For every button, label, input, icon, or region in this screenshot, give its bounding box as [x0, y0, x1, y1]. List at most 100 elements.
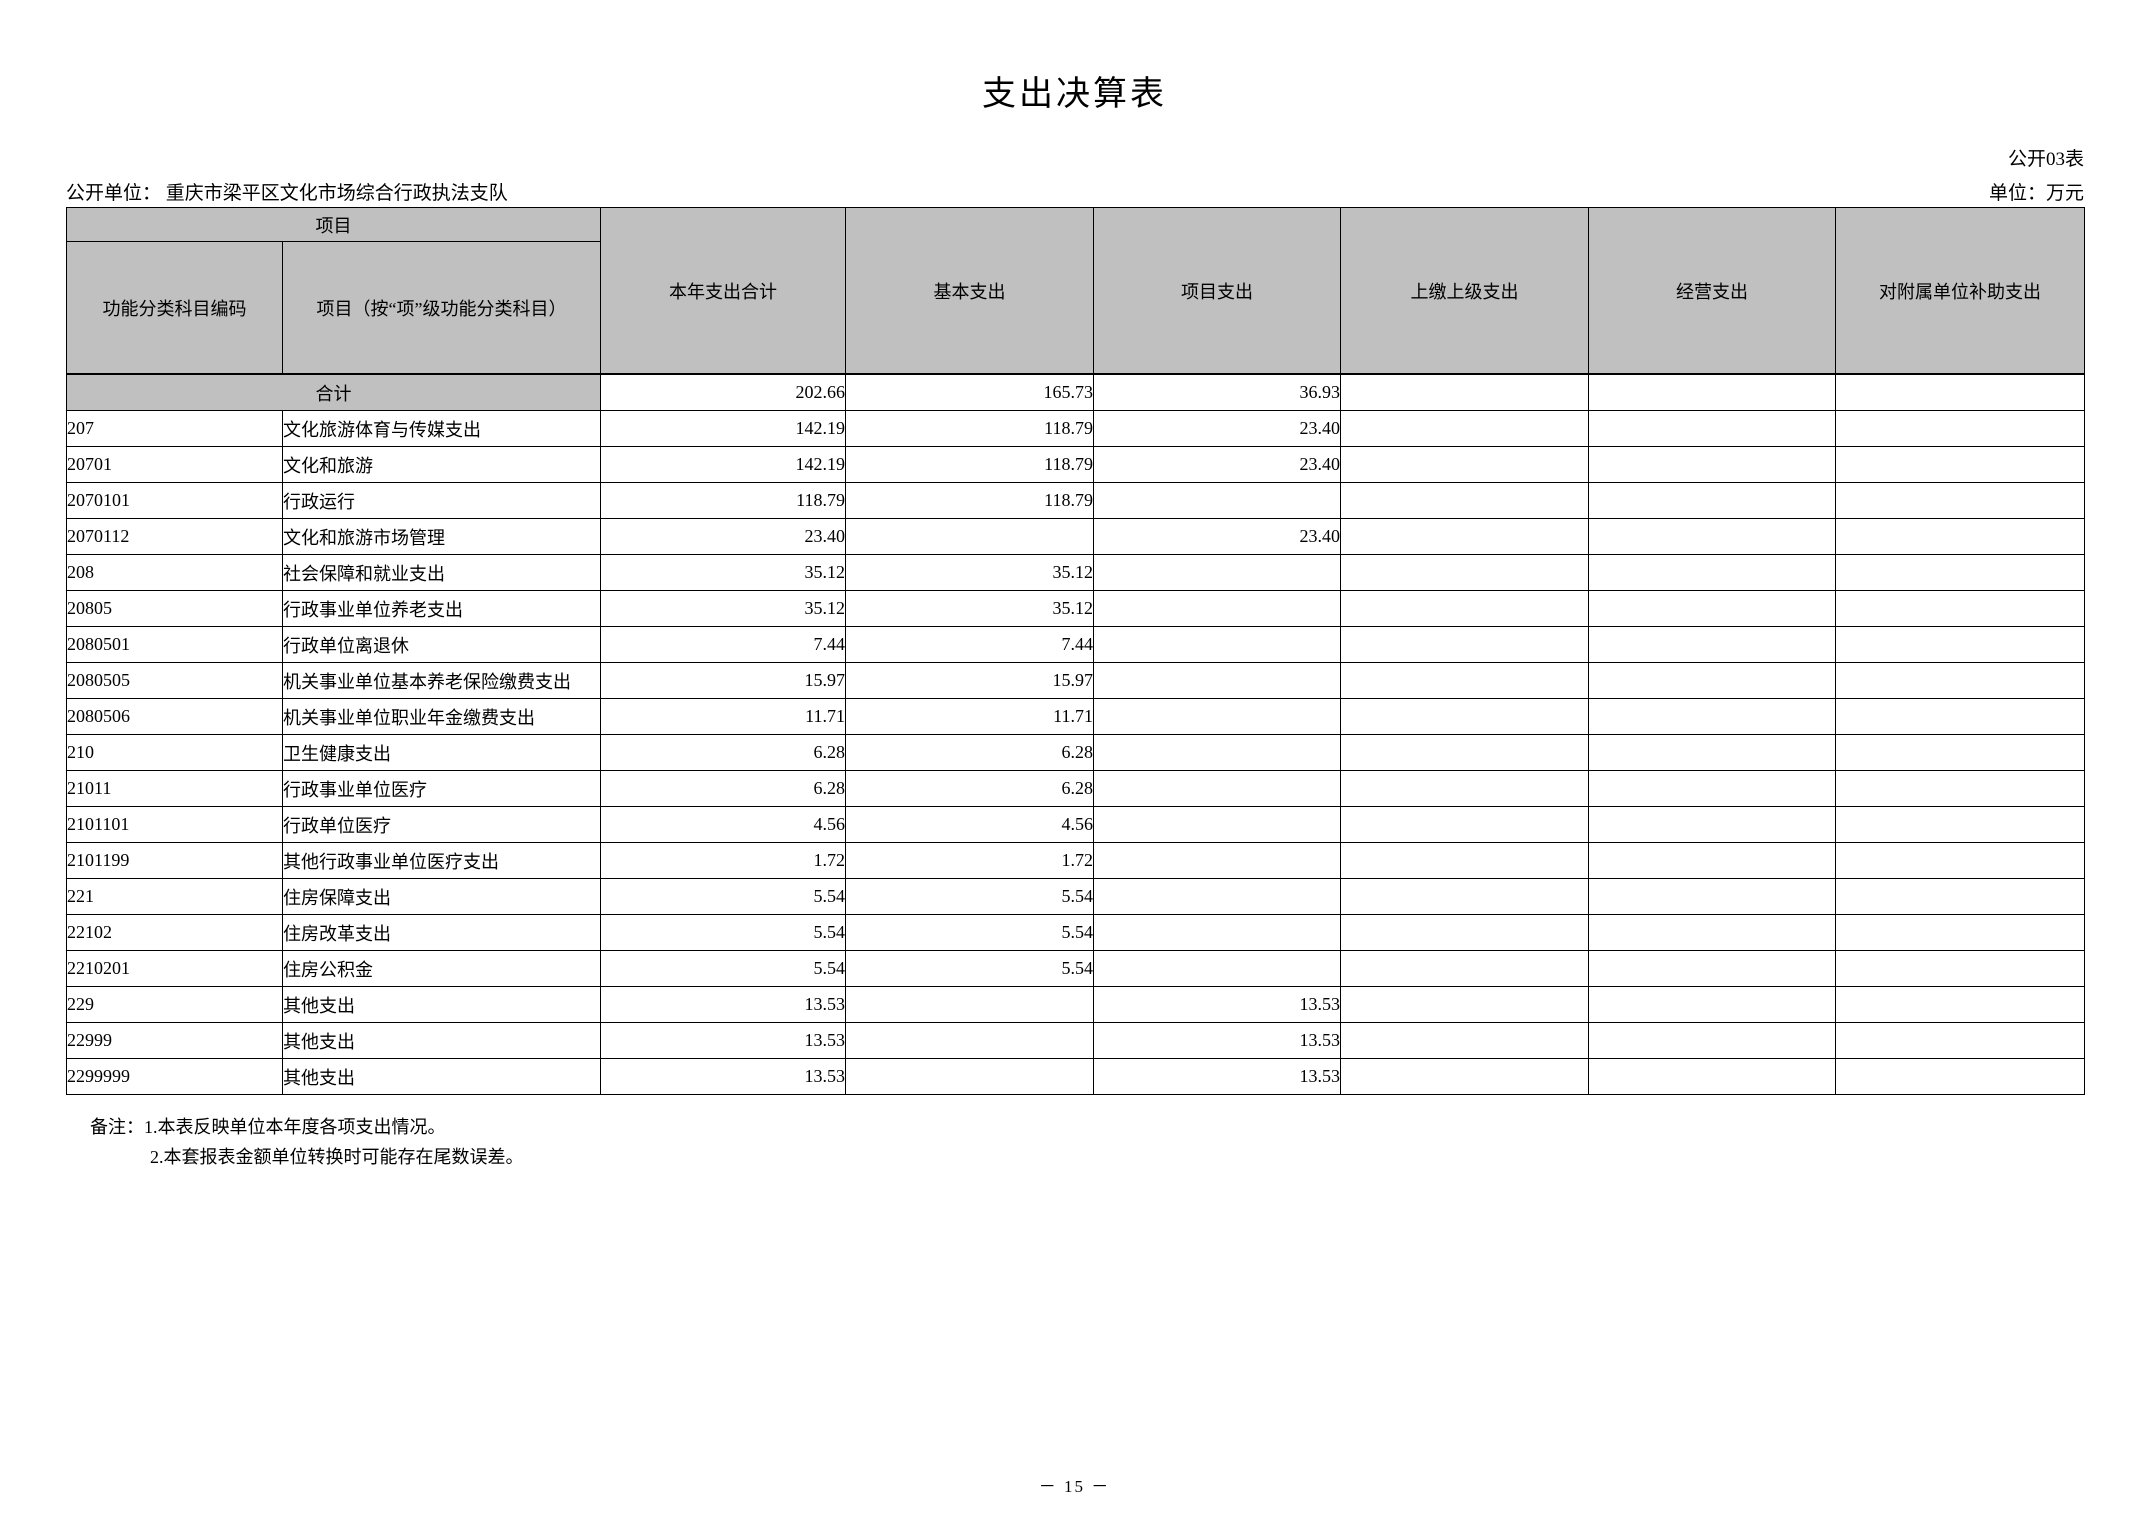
table-row: 2101101 行政单位医疗 4.56 4.56 — [66, 806, 2085, 843]
total-row-value-1: 165.73 — [845, 373, 1094, 411]
row-value-4 — [1588, 698, 1836, 735]
row-value-2 — [1093, 554, 1341, 591]
row-value-5 — [1835, 662, 2085, 699]
table-row: 22102 住房改革支出 5.54 5.54 — [66, 914, 2085, 951]
notes-block: 备注：1.本表反映单位本年度各项支出情况。 2.本套报表金额单位转换时可能存在尾… — [90, 1112, 524, 1172]
row-value-4 — [1588, 626, 1836, 663]
row-function-code: 2101101 — [66, 806, 283, 843]
row-value-4 — [1588, 554, 1836, 591]
row-value-4 — [1588, 914, 1836, 951]
row-project-name: 文化旅游体育与传媒支出 — [282, 410, 601, 447]
table-row: 207 文化旅游体育与传媒支出 142.19 118.79 23.40 — [66, 410, 2085, 447]
row-value-2 — [1093, 482, 1341, 519]
header-project-group: 项目 — [66, 207, 601, 242]
row-value-2: 23.40 — [1093, 518, 1341, 555]
row-value-4 — [1588, 410, 1836, 447]
header-total-expenditure: 本年支出合计 — [600, 207, 846, 375]
note-1: 备注：1.本表反映单位本年度各项支出情况。 — [90, 1117, 446, 1137]
row-value-2 — [1093, 950, 1341, 987]
row-value-3 — [1340, 590, 1589, 627]
row-value-0: 6.28 — [600, 770, 846, 807]
total-row-value-3 — [1340, 373, 1589, 411]
row-value-1: 11.71 — [845, 698, 1094, 735]
table-row: 2080501 行政单位离退休 7.44 7.44 — [66, 626, 2085, 663]
row-value-3 — [1340, 554, 1589, 591]
row-value-0: 35.12 — [600, 554, 846, 591]
row-value-3 — [1340, 986, 1589, 1023]
row-function-code: 20805 — [66, 590, 283, 627]
row-value-0: 5.54 — [600, 950, 846, 987]
row-value-1 — [845, 1058, 1094, 1095]
row-value-4 — [1588, 842, 1836, 879]
total-row-value-5 — [1835, 373, 2085, 411]
header-upper-level-expenditure: 上缴上级支出 — [1340, 207, 1589, 375]
row-value-2 — [1093, 626, 1341, 663]
row-value-5 — [1835, 1022, 2085, 1059]
row-value-5 — [1835, 518, 2085, 555]
row-value-3 — [1340, 1058, 1589, 1095]
row-value-5 — [1835, 914, 2085, 951]
row-value-2 — [1093, 806, 1341, 843]
table-row: 2101199 其他行政事业单位医疗支出 1.72 1.72 — [66, 842, 2085, 879]
row-function-code: 2070112 — [66, 518, 283, 555]
row-value-3 — [1340, 734, 1589, 771]
row-value-2: 13.53 — [1093, 1022, 1341, 1059]
row-value-4 — [1588, 806, 1836, 843]
row-value-2: 23.40 — [1093, 446, 1341, 483]
row-value-0: 23.40 — [600, 518, 846, 555]
row-value-2 — [1093, 914, 1341, 951]
row-project-name: 行政单位医疗 — [282, 806, 601, 843]
row-value-2 — [1093, 842, 1341, 879]
table-row: 20701 文化和旅游 142.19 118.79 23.40 — [66, 446, 2085, 483]
row-value-5 — [1835, 842, 2085, 879]
row-project-name: 行政单位离退休 — [282, 626, 601, 663]
row-value-4 — [1588, 770, 1836, 807]
page-number: － 15 － — [1038, 1477, 1111, 1496]
row-value-2: 13.53 — [1093, 1058, 1341, 1095]
row-project-name: 行政运行 — [282, 482, 601, 519]
row-function-code: 22102 — [66, 914, 283, 951]
row-value-1: 5.54 — [845, 914, 1094, 951]
total-row: 合计 202.66 165.73 36.93 — [66, 373, 2085, 411]
row-value-3 — [1340, 950, 1589, 987]
row-project-name: 文化和旅游 — [282, 446, 601, 483]
table-row: 208 社会保障和就业支出 35.12 35.12 — [66, 554, 2085, 591]
row-function-code: 2080501 — [66, 626, 283, 663]
row-value-3 — [1340, 518, 1589, 555]
row-value-0: 5.54 — [600, 914, 846, 951]
row-value-3 — [1340, 878, 1589, 915]
row-value-2 — [1093, 734, 1341, 771]
row-value-0: 7.44 — [600, 626, 846, 663]
row-value-5 — [1835, 770, 2085, 807]
table-body: 合计 202.66 165.73 36.93 207 文化旅游体育与传媒支出 142.19 1… — [66, 373, 2085, 1095]
table-row: 2210201 住房公积金 5.54 5.54 — [66, 950, 2085, 987]
table-row: 2070101 行政运行 118.79 118.79 — [66, 482, 2085, 519]
row-value-3 — [1340, 446, 1589, 483]
row-value-0: 4.56 — [600, 806, 846, 843]
row-value-4 — [1588, 518, 1836, 555]
header-function-code: 功能分类科目编码 — [66, 241, 283, 375]
row-value-3 — [1340, 698, 1589, 735]
row-value-4 — [1588, 734, 1836, 771]
row-value-5 — [1835, 950, 2085, 987]
row-value-0: 13.53 — [600, 1022, 846, 1059]
row-value-1: 15.97 — [845, 662, 1094, 699]
table-row: 2299999 其他支出 13.53 13.53 — [66, 1058, 2085, 1095]
row-value-1: 5.54 — [845, 878, 1094, 915]
row-value-1 — [845, 518, 1094, 555]
row-value-2 — [1093, 590, 1341, 627]
row-value-0: 1.72 — [600, 842, 846, 879]
row-function-code: 21011 — [66, 770, 283, 807]
row-project-name: 其他支出 — [282, 1022, 601, 1059]
table-row: 20805 行政事业单位养老支出 35.12 35.12 — [66, 590, 2085, 627]
row-value-5 — [1835, 410, 2085, 447]
row-value-1: 6.28 — [845, 734, 1094, 771]
row-value-2 — [1093, 662, 1341, 699]
row-function-code: 208 — [66, 554, 283, 591]
row-value-2: 13.53 — [1093, 986, 1341, 1023]
row-value-0: 118.79 — [600, 482, 846, 519]
table-row: 2080506 机关事业单位职业年金缴费支出 11.71 11.71 — [66, 698, 2085, 735]
note-2: 2.本套报表金额单位转换时可能存在尾数误差。 — [150, 1147, 524, 1167]
row-value-0: 142.19 — [600, 446, 846, 483]
row-project-name: 卫生健康支出 — [282, 734, 601, 771]
